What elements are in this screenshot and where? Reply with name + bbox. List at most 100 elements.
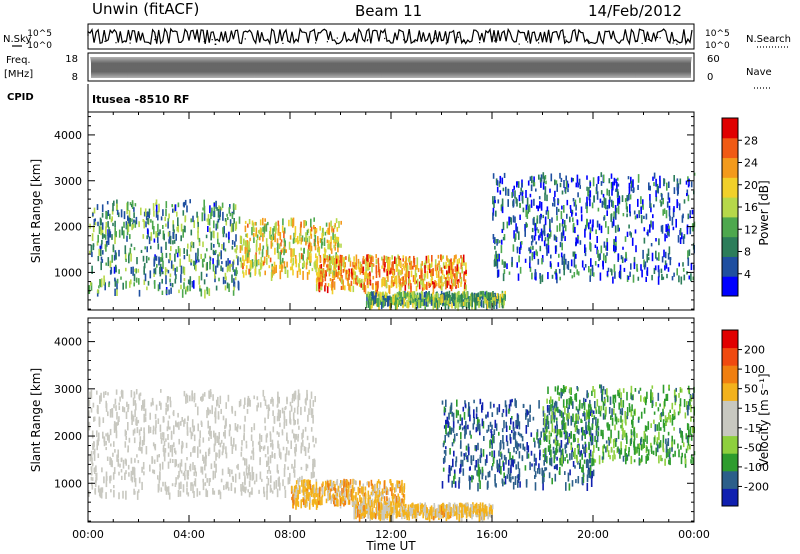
scatter-mark xyxy=(469,513,472,518)
scatter-mark xyxy=(97,405,99,415)
scatter-mark xyxy=(221,468,224,476)
scatter-mark xyxy=(279,422,281,428)
scatter-mark xyxy=(378,482,381,490)
scatter-mark xyxy=(418,281,421,290)
scatter-mark xyxy=(533,437,535,442)
scatter-mark xyxy=(129,247,132,255)
scatter-mark xyxy=(303,492,306,500)
scatter-mark xyxy=(549,261,552,268)
scatter-mark xyxy=(447,301,450,310)
scatter-mark xyxy=(286,432,288,442)
scatter-mark xyxy=(120,209,123,218)
scatter-mark xyxy=(309,399,312,409)
scatter-mark xyxy=(150,245,152,250)
scatter-mark xyxy=(89,250,91,254)
scatter-mark xyxy=(195,471,197,477)
scatter-mark xyxy=(334,271,337,278)
scatter-mark xyxy=(544,216,547,226)
scatter-mark xyxy=(530,241,533,246)
scatter-mark xyxy=(193,471,195,476)
scatter-mark xyxy=(159,424,162,432)
scatter-mark xyxy=(309,484,312,490)
scatter-mark xyxy=(584,244,586,253)
scatter-mark xyxy=(163,441,166,446)
scatter-mark xyxy=(294,233,296,238)
scatter-mark xyxy=(200,466,202,473)
scatter-mark xyxy=(395,484,397,492)
scatter-mark xyxy=(453,502,456,511)
scatter-mark xyxy=(227,217,229,220)
scatter-mark xyxy=(347,481,350,486)
scatter-mark xyxy=(327,227,329,235)
scatter-mark xyxy=(103,437,106,447)
scatter-mark xyxy=(194,260,197,265)
scatter-mark xyxy=(394,256,396,264)
scatter-mark xyxy=(458,513,461,522)
scatter-mark xyxy=(250,427,253,433)
noise-dot xyxy=(434,37,436,39)
scatter-mark xyxy=(474,503,477,513)
scatter-mark xyxy=(493,436,495,444)
scatter-mark xyxy=(391,301,394,305)
scatter-mark xyxy=(133,207,135,212)
scatter-mark xyxy=(186,481,188,487)
scatter-mark xyxy=(316,499,319,508)
scatter-mark xyxy=(336,498,338,504)
scatter-mark xyxy=(387,273,389,282)
scatter-mark xyxy=(194,403,197,407)
scatter-mark xyxy=(477,458,479,468)
scatter-mark xyxy=(174,447,176,453)
freq-tick-high: 18 xyxy=(65,54,78,65)
scatter-mark xyxy=(159,471,161,481)
scatter-mark xyxy=(376,286,378,295)
scatter-mark xyxy=(451,480,453,488)
scatter-mark xyxy=(365,503,368,509)
scatter-mark xyxy=(231,213,234,219)
scatter-mark xyxy=(277,403,279,407)
scatter-mark xyxy=(204,289,206,299)
scatter-mark xyxy=(179,258,181,267)
scatter-mark xyxy=(572,198,575,202)
scatter-mark xyxy=(157,483,160,493)
scatter-mark xyxy=(143,220,145,229)
scatter-mark xyxy=(282,446,285,451)
scatter-mark xyxy=(549,225,551,232)
scatter-mark xyxy=(426,270,429,279)
scatter-mark xyxy=(166,396,169,403)
scatter-mark xyxy=(547,420,550,430)
scatter-mark xyxy=(183,470,186,478)
scatter-mark xyxy=(306,501,308,507)
scatter-mark xyxy=(152,442,155,447)
scatter-mark xyxy=(300,221,302,228)
scatter-mark xyxy=(204,464,206,471)
scatter-mark xyxy=(393,487,396,493)
scatter-mark xyxy=(101,204,104,212)
scatter-mark xyxy=(387,300,389,307)
scatter-mark xyxy=(655,250,657,259)
scatter-mark xyxy=(340,285,343,290)
scatter-mark xyxy=(464,403,467,408)
scatter-mark xyxy=(657,185,659,194)
scatter-mark xyxy=(312,463,314,470)
scatter-mark xyxy=(240,484,242,492)
scatter-mark xyxy=(363,285,366,293)
scatter-mark xyxy=(632,274,635,283)
scatter-mark xyxy=(541,232,543,242)
scatter-mark xyxy=(410,294,412,299)
scatter-mark xyxy=(634,215,637,220)
colorbar-segment xyxy=(722,197,738,218)
scatter-mark xyxy=(683,274,686,281)
scatter-mark xyxy=(225,446,227,455)
scatter-mark xyxy=(140,427,142,431)
scatter-mark xyxy=(165,438,167,442)
scatter-mark xyxy=(494,292,496,298)
scatter-mark xyxy=(105,479,108,488)
scatter-mark xyxy=(427,509,430,513)
scatter-mark xyxy=(324,249,327,253)
scatter-mark xyxy=(413,509,415,515)
scatter-mark xyxy=(567,437,569,445)
scatter-mark xyxy=(169,282,172,287)
scatter-mark xyxy=(516,262,518,268)
scatter-mark xyxy=(109,260,112,268)
scatter-mark xyxy=(240,236,242,244)
